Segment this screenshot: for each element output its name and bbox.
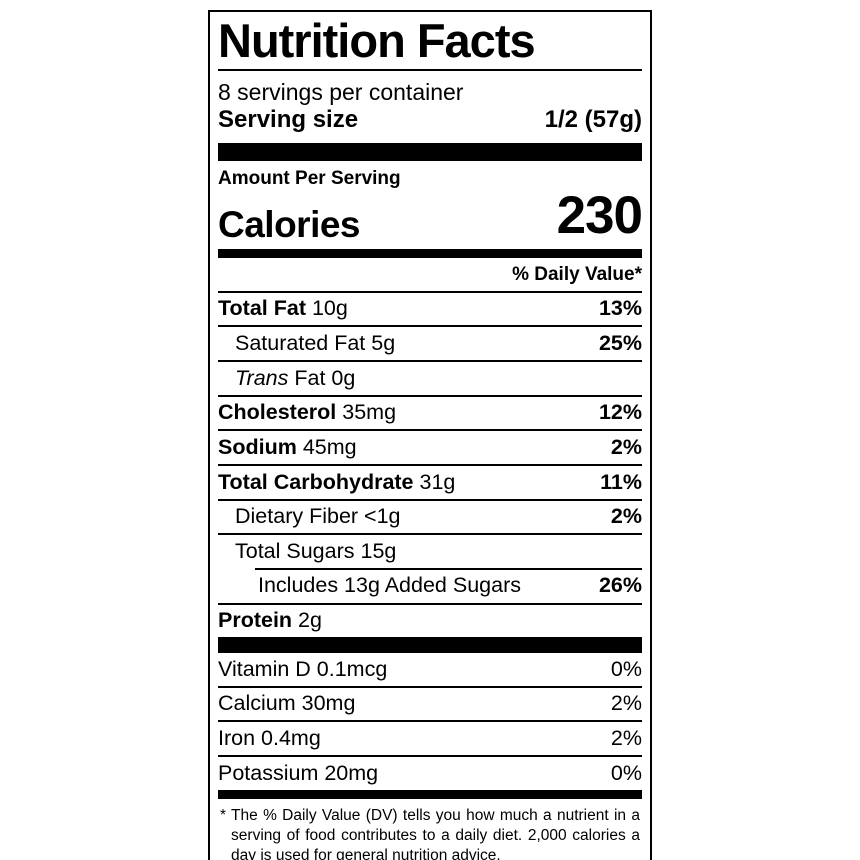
serving-size-value: 1/2 (57g) <box>544 106 642 134</box>
thick-divider-bar-top <box>218 142 642 161</box>
nutrient-name: Potassium 20mg <box>218 760 379 785</box>
daily-value-percent: 0% <box>610 656 642 681</box>
medium-divider-bar-calories <box>218 248 642 258</box>
serving-size-label: Serving size <box>218 106 359 134</box>
vitamin-row: Vitamin D 0.1mcg 0% <box>218 653 642 686</box>
footnote-asterisk: * <box>220 806 227 824</box>
nutrient-row: Sodium 45mg 2% <box>218 429 642 464</box>
thick-divider-bar-protein <box>218 637 642 654</box>
nutrient-row: Cholesterol 35mg 12% <box>218 394 642 430</box>
title-divider-rule <box>218 68 642 71</box>
calories-value: 230 <box>556 186 643 246</box>
calories-row: Calories 230 <box>218 186 643 248</box>
medium-divider-bar-footnote <box>218 789 642 799</box>
daily-value-percent: 2% <box>610 434 642 459</box>
nutrient-name: Iron 0.4mg <box>218 725 321 750</box>
daily-value-percent: 13% <box>598 296 642 321</box>
daily-value-percent: 11% <box>600 469 642 494</box>
nutrient-name: Trans Fat 0g <box>235 365 356 390</box>
nutrient-name: Dietary Fiber <1g <box>235 504 401 529</box>
footnote: * The % Daily Value (DV) tells you how m… <box>218 799 642 860</box>
nutrient-row: Protein 2g <box>218 602 642 638</box>
serving-size-row: Serving size 1/2 (57g) <box>218 106 642 142</box>
daily-value-percent: 2% <box>610 691 642 716</box>
nutrient-row: Total Fat 10g 13% <box>218 290 642 326</box>
daily-value-percent: 25% <box>598 330 642 355</box>
daily-value-percent: 2% <box>610 725 642 750</box>
nutrient-name: Saturated Fat 5g <box>235 330 396 355</box>
label-title: Nutrition Facts <box>218 14 536 67</box>
vitamin-row: Calcium 30mg 2% <box>218 685 642 721</box>
daily-value-header: % Daily Value* <box>512 263 642 285</box>
daily-value-percent: 12% <box>598 400 642 425</box>
vitamin-rows-section: Vitamin D 0.1mcg 0% Calcium 30mg 2% Iron 0.4… <box>218 653 642 790</box>
nutrient-rows-section: Total Fat 10g 13% Saturated Fat 5g 25% Trans… <box>218 290 642 638</box>
nutrient-name: Cholesterol 35mg <box>218 400 397 425</box>
footnote-text: The % Daily Value (DV) tells you how muc… <box>231 806 640 860</box>
nutrient-name: Calcium 30mg <box>218 691 356 716</box>
daily-value-percent: 0% <box>610 760 642 785</box>
servings-per-container: 8 servings per container <box>218 78 464 105</box>
daily-value-percent: 2% <box>610 504 642 529</box>
nutrient-name: Vitamin D 0.1mcg <box>218 656 388 681</box>
nutrient-name: Protein 2g <box>218 608 322 633</box>
nutrient-row: Saturated Fat 5g 25% <box>218 325 642 360</box>
nutrient-name: Total Carbohydrate 31g <box>218 469 456 494</box>
nutrient-row: Dietary Fiber <1g 2% <box>218 498 642 534</box>
nutrient-row: Total Sugars 15g <box>218 533 642 568</box>
vitamin-row: Iron 0.4mg 2% <box>218 720 642 755</box>
nutrient-row: Includes 13g Added Sugars 26% <box>255 567 642 603</box>
nutrient-name: Total Fat 10g <box>218 296 348 321</box>
calories-label: Calories <box>218 203 361 245</box>
nutrient-name: Sodium 45mg <box>218 434 357 459</box>
amount-per-serving-label: Amount Per Serving <box>218 167 401 189</box>
daily-value-percent: 26% <box>598 573 642 598</box>
nutrition-facts-label: Nutrition Facts 8 servings per container… <box>208 10 652 860</box>
nutrient-row: Trans Fat 0g <box>218 360 642 395</box>
vitamin-row: Potassium 20mg 0% <box>218 755 642 790</box>
nutrient-row: Total Carbohydrate 31g 11% <box>218 464 642 499</box>
nutrient-name: Total Sugars 15g <box>235 538 397 563</box>
nutrient-name: Includes 13g Added Sugars <box>258 573 521 598</box>
